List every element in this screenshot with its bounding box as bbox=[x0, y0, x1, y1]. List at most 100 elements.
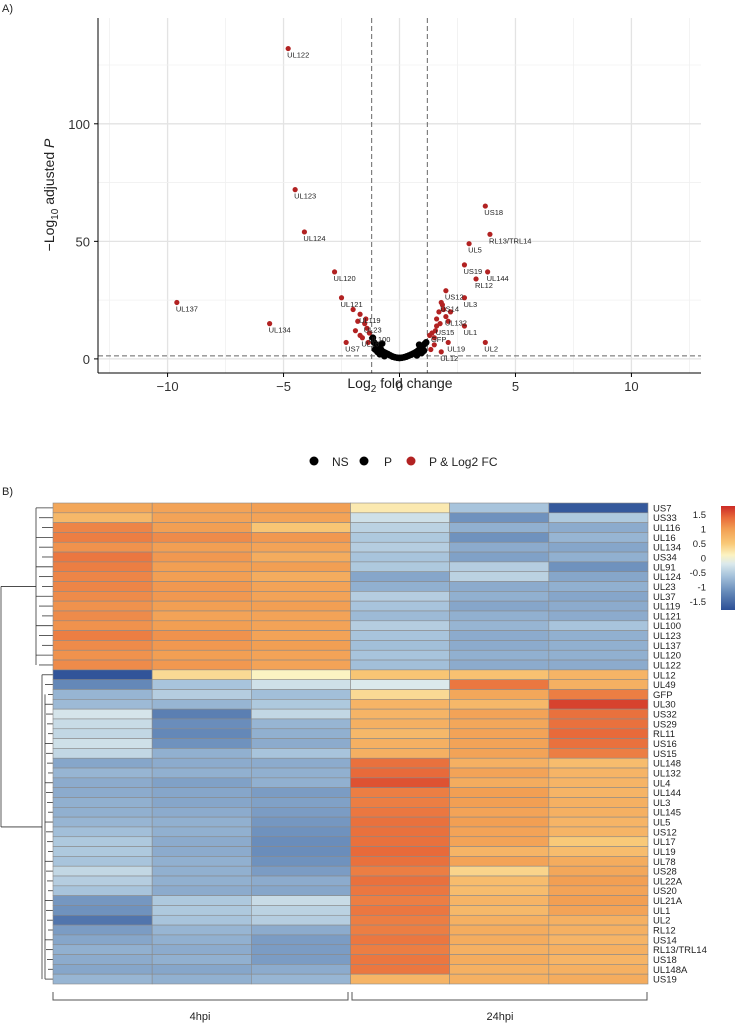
point-significant bbox=[352, 328, 359, 334]
heatmap-cell bbox=[548, 934, 649, 946]
heatmap-cell bbox=[350, 954, 450, 965]
heatmap-cell bbox=[548, 689, 649, 700]
heatmap-cell bbox=[449, 541, 550, 553]
heatmap-cell bbox=[548, 846, 649, 857]
color-legend-tick: 0.5 bbox=[693, 539, 706, 550]
heatmap-cell bbox=[151, 875, 252, 887]
heatmap-cell bbox=[548, 856, 649, 867]
point-significant bbox=[331, 269, 338, 275]
point-label: US14 bbox=[440, 304, 459, 313]
row-label: UL134 bbox=[653, 543, 681, 554]
heatmap-cell bbox=[548, 807, 649, 818]
row-label: US18 bbox=[653, 955, 677, 966]
heatmap-cell bbox=[548, 964, 649, 975]
heatmap-cell bbox=[449, 846, 550, 857]
heatmap-cell bbox=[251, 973, 351, 985]
heatmap-cell bbox=[449, 649, 550, 661]
heatmap-cell bbox=[52, 541, 153, 553]
row-label: UL4 bbox=[653, 778, 670, 789]
heatmap-cell bbox=[52, 630, 153, 641]
y-axis-label: −Log10 adjusted P bbox=[41, 138, 61, 251]
row-label: UL1 bbox=[653, 906, 670, 917]
heatmap-cell bbox=[52, 718, 153, 730]
point-significant bbox=[428, 346, 434, 353]
heatmap-cell bbox=[548, 630, 649, 641]
heatmap-cell bbox=[350, 875, 450, 887]
heatmap-cell bbox=[350, 826, 450, 838]
heatmap-cell bbox=[52, 797, 153, 808]
heatmap-cell bbox=[251, 807, 351, 818]
point-significant bbox=[350, 306, 356, 313]
point-label: UL120 bbox=[334, 274, 356, 283]
heatmap-cell bbox=[251, 934, 351, 946]
row-dendrogram bbox=[0, 507, 53, 980]
heatmap-cell bbox=[52, 905, 153, 916]
heatmap-cell bbox=[449, 826, 550, 838]
row-label: UL123 bbox=[653, 631, 681, 642]
heatmap-cell bbox=[350, 797, 450, 808]
point-significant bbox=[461, 295, 468, 301]
heatmap-cell bbox=[548, 718, 649, 730]
heatmap-cell bbox=[52, 689, 153, 700]
heatmap-cell bbox=[350, 865, 450, 877]
heatmap-cell bbox=[151, 885, 252, 896]
heatmap-cell bbox=[251, 885, 351, 896]
heatmap-cell bbox=[251, 748, 351, 759]
column-groups: 4hpi 24hpi bbox=[52, 992, 648, 1023]
heatmap-cell bbox=[350, 561, 450, 573]
heatmap-cell bbox=[52, 659, 153, 671]
heatmap-cell bbox=[350, 600, 450, 612]
heatmap-cell bbox=[350, 571, 450, 582]
heatmap-cell bbox=[449, 856, 550, 867]
heatmap-cell bbox=[251, 620, 351, 631]
heatmap-cell bbox=[350, 944, 450, 955]
heatmap-cell bbox=[151, 905, 252, 916]
heatmap-cell bbox=[151, 787, 252, 798]
heatmap-cell bbox=[151, 522, 252, 533]
heatmap-cell bbox=[548, 885, 649, 896]
heatmap-cell bbox=[548, 541, 649, 553]
color-legend-tick: -1 bbox=[698, 582, 706, 593]
heatmap-cell bbox=[350, 924, 450, 936]
heatmap-cell bbox=[52, 787, 153, 798]
row-label: US33 bbox=[653, 513, 677, 524]
heatmap-cell bbox=[251, 679, 351, 690]
heatmap-cell bbox=[52, 934, 153, 946]
heatmap-cell bbox=[251, 689, 351, 700]
row-label: UL124 bbox=[653, 572, 681, 583]
heatmap-cell bbox=[151, 807, 252, 818]
heatmap-cell bbox=[449, 659, 550, 671]
row-label: UL148A bbox=[653, 965, 688, 976]
heatmap-cell bbox=[251, 718, 351, 730]
heatmap-cell bbox=[52, 875, 153, 887]
heatmap-cell bbox=[151, 620, 252, 631]
heatmap-cell bbox=[151, 610, 252, 622]
heatmap-cell bbox=[449, 757, 550, 769]
heatmap-cell bbox=[449, 699, 550, 710]
heatmap-cell bbox=[251, 826, 351, 838]
point-label: UL19 bbox=[447, 344, 465, 353]
heatmap-cell bbox=[548, 826, 649, 838]
heatmap-cell bbox=[151, 502, 252, 514]
heatmap-cell bbox=[151, 532, 252, 543]
heatmap-cell bbox=[151, 816, 252, 828]
row-label: UL132 bbox=[653, 768, 681, 779]
heatmap-cell bbox=[350, 502, 450, 514]
heatmap-cell bbox=[548, 659, 649, 671]
heatmap-cell bbox=[548, 502, 649, 514]
point-significant bbox=[487, 231, 493, 237]
row-label: US16 bbox=[653, 739, 677, 750]
heatmap-cell bbox=[151, 973, 252, 985]
heatmap-cell bbox=[449, 807, 550, 818]
heatmap-cell bbox=[350, 610, 450, 622]
heatmap-cell bbox=[151, 895, 252, 906]
heatmap-cell bbox=[350, 699, 450, 710]
point-label: UL144 bbox=[487, 274, 509, 283]
heatmap-cell bbox=[251, 591, 351, 602]
heatmap-cell bbox=[251, 541, 351, 553]
row-label: UL37 bbox=[653, 592, 676, 603]
point-label: US15 bbox=[436, 328, 455, 337]
heatmap-cell bbox=[52, 895, 153, 906]
heatmap-cell bbox=[151, 561, 252, 573]
